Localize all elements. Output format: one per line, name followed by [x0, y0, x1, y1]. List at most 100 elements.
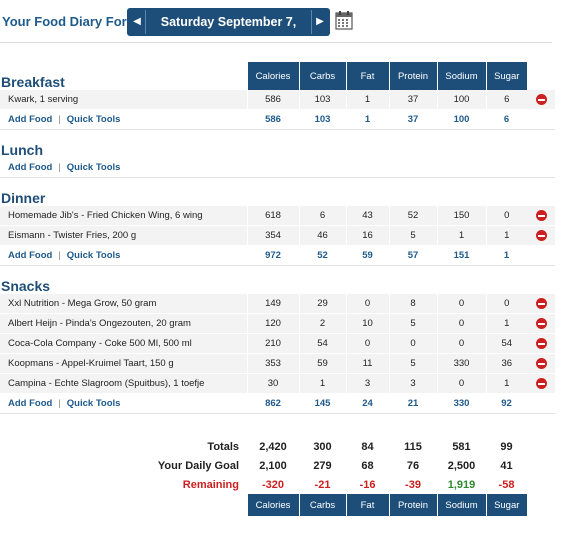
total-carbs: 103 — [299, 109, 346, 130]
food-calories: 149 — [246, 294, 299, 314]
goal-carbs: 279 — [313, 459, 332, 472]
next-day-button[interactable]: ▶ — [312, 8, 328, 36]
total-protein: 57 — [389, 245, 437, 266]
food-sodium: 0 — [436, 373, 486, 394]
food-sugar: 36 — [485, 353, 527, 374]
total-sodium: 330 — [437, 393, 486, 414]
total-protein: 21 — [389, 393, 437, 414]
calendar-icon[interactable] — [335, 10, 353, 30]
remaining-protein: -39 — [405, 478, 421, 491]
meal-title-breakfast: Breakfast — [1, 74, 65, 90]
prev-day-button[interactable]: ◀ — [129, 8, 145, 36]
totals-fat: 84 — [361, 440, 374, 453]
food-fat: 43 — [345, 206, 389, 226]
diary-date-label: Your Food Diary For: — [2, 14, 132, 29]
current-date[interactable]: Saturday September 7, 2013 — [145, 10, 312, 53]
food-protein: 37 — [388, 90, 437, 110]
food-sodium: 0 — [436, 294, 486, 314]
meal-title-lunch: Lunch — [1, 142, 43, 158]
food-carbs: 1 — [298, 373, 346, 394]
food-row: Campina - Echte Slagroom (Spuitbus), 1 t… — [0, 373, 555, 394]
delete-icon[interactable] — [535, 93, 547, 105]
totals-row: Totals 2,420 300 84 115 581 99 — [0, 437, 555, 456]
food-protein: 52 — [388, 206, 437, 226]
daily-summary-table: Totals 2,420 300 84 115 581 99 Your Dail… — [0, 437, 555, 516]
snacks-header-row: Snacks — [0, 266, 555, 294]
add-food-link[interactable]: Add Food — [8, 114, 53, 125]
column-header-carbs: Carbs — [298, 62, 346, 90]
lunch-totals-row: Add Food | Quick Tools — [0, 158, 555, 178]
delete-icon[interactable] — [535, 357, 547, 369]
breakfast-totals-row: Add Food | Quick Tools 586 103 1 37 100 6 — [0, 109, 555, 130]
food-protein: 5 — [388, 313, 437, 334]
meal-title-snacks: Snacks — [1, 278, 51, 294]
footer-header-protein: Protein — [388, 494, 437, 516]
footer-header-sodium: Sodium — [436, 494, 486, 516]
add-food-link[interactable]: Add Food — [8, 162, 53, 173]
food-name[interactable]: Albert Heijn - Pinda's Ongezouten, 20 gr… — [0, 313, 247, 334]
date-navigator: ◀ Saturday September 7, 2013 ▶ — [127, 8, 330, 53]
food-carbs: 59 — [298, 353, 346, 374]
lunch-header-row: Lunch — [0, 130, 555, 158]
delete-icon[interactable] — [535, 377, 547, 389]
food-calories: 586 — [246, 90, 299, 110]
food-carbs: 2 — [298, 313, 346, 334]
add-food-link[interactable]: Add Food — [8, 250, 53, 261]
total-protein: 37 — [389, 109, 437, 130]
food-carbs: 54 — [298, 333, 346, 354]
food-name[interactable]: Koopmans - Appel-Kruimel Taart, 150 g — [0, 353, 247, 374]
delete-icon[interactable] — [535, 297, 547, 309]
remaining-label: Remaining — [182, 478, 239, 491]
link-separator: | — [58, 162, 61, 173]
column-header-protein: Protein — [388, 62, 437, 90]
diary-header: Your Food Diary For: ◀ Saturday Septembe… — [0, 8, 562, 53]
quick-tools-link[interactable]: Quick Tools — [66, 398, 121, 409]
footer-header-row: Calories Carbs Fat Protein Sodium Sugar — [0, 494, 555, 516]
food-sodium: 0 — [436, 333, 486, 354]
food-name[interactable]: Xxl Nutrition - Mega Grow, 50 gram — [0, 294, 247, 314]
delete-icon[interactable] — [535, 337, 547, 349]
food-name[interactable]: Kwark, 1 serving — [0, 90, 247, 110]
food-name[interactable]: Coca-Cola Company - Coke 500 Ml, 500 ml — [0, 333, 247, 354]
remaining-row: Remaining -320 -21 -16 -39 1,919 -58 — [0, 475, 555, 494]
delete-icon[interactable] — [535, 229, 547, 241]
food-protein: 5 — [388, 353, 437, 374]
food-sugar: 54 — [485, 333, 527, 354]
food-fat: 10 — [345, 313, 389, 334]
food-name[interactable]: Homemade Jib's - Fried Chicken Wing, 6 w… — [0, 206, 247, 226]
food-sugar: 6 — [485, 90, 527, 110]
total-sodium: 100 — [437, 109, 486, 130]
daily-goal-row: Your Daily Goal 2,100 279 68 76 2,500 41 — [0, 456, 555, 475]
food-row: Homemade Jib's - Fried Chicken Wing, 6 w… — [0, 206, 555, 226]
food-carbs: 46 — [298, 225, 346, 246]
quick-tools-link[interactable]: Quick Tools — [66, 114, 121, 125]
add-food-link[interactable]: Add Food — [8, 398, 53, 409]
food-carbs: 6 — [298, 206, 346, 226]
food-row: Xxl Nutrition - Mega Grow, 50 gram 149 2… — [0, 294, 555, 314]
food-row: Albert Heijn - Pinda's Ongezouten, 20 gr… — [0, 313, 555, 334]
footer-header-calories: Calories — [246, 494, 299, 516]
column-header-sodium: Sodium — [436, 62, 486, 90]
food-sodium: 0 — [436, 313, 486, 334]
remaining-sodium: 1,919 — [447, 478, 476, 491]
remaining-sugar: -58 — [498, 478, 515, 491]
food-sodium: 330 — [436, 353, 486, 374]
link-separator: | — [58, 398, 61, 409]
food-row: Kwark, 1 serving 586 103 1 37 100 6 — [0, 90, 555, 110]
total-sugar: 6 — [486, 109, 527, 130]
totals-sodium: 581 — [452, 440, 471, 453]
food-name[interactable]: Campina - Echte Slagroom (Spuitbus), 1 t… — [0, 373, 247, 394]
delete-icon[interactable] — [535, 317, 547, 329]
quick-tools-link[interactable]: Quick Tools — [66, 162, 121, 173]
goal-sugar: 41 — [500, 459, 513, 472]
food-calories: 30 — [246, 373, 299, 394]
total-calories: 972 — [247, 245, 299, 266]
food-name[interactable]: Eismann - Twister Fries, 200 g — [0, 225, 247, 246]
quick-tools-link[interactable]: Quick Tools — [66, 250, 121, 261]
food-fat: 1 — [345, 90, 389, 110]
footer-header-sugar: Sugar — [485, 494, 527, 516]
food-calories: 354 — [246, 225, 299, 246]
column-header-fat: Fat — [345, 62, 389, 90]
food-sugar: 1 — [485, 313, 527, 334]
delete-icon[interactable] — [535, 209, 547, 221]
